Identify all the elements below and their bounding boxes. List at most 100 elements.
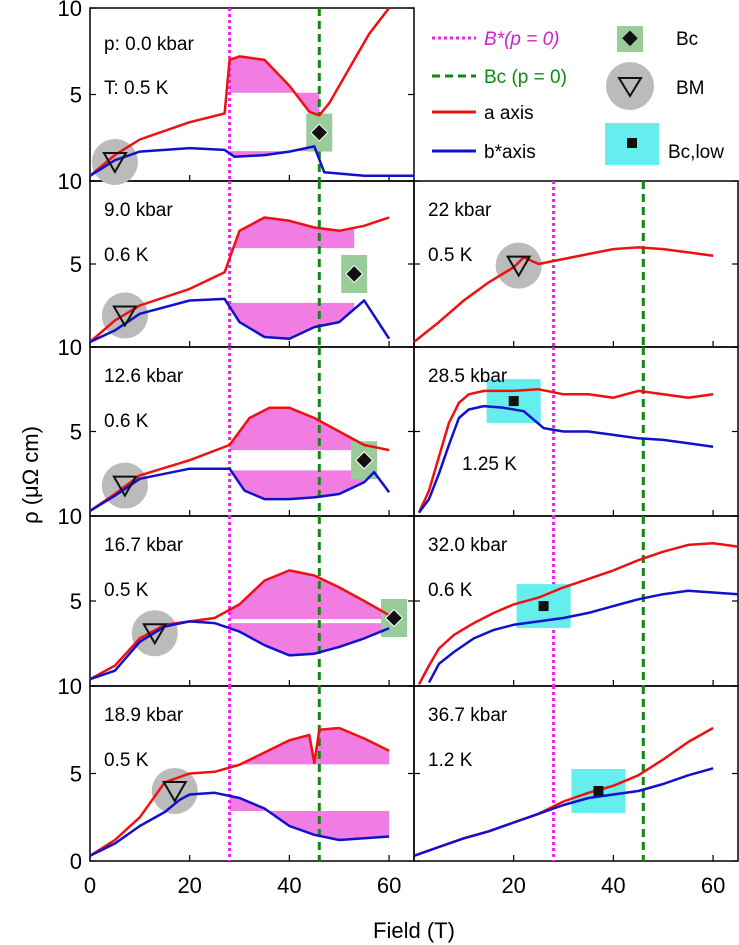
- panel-temperature-label: 0.5 K: [104, 580, 149, 601]
- bm-marker-circle: [91, 138, 138, 185]
- panel-temperature-label: 1.2 K: [428, 750, 473, 771]
- panel-temperature-label: 0.5 K: [428, 245, 473, 266]
- panel-pressure-label: 9.0 kbar: [104, 200, 173, 221]
- series-b-axis: [89, 297, 391, 344]
- x-tick-label-right: 60: [701, 873, 725, 898]
- bm-triangle-marker: [505, 255, 532, 278]
- x-axis-label: Field (T): [373, 918, 455, 943]
- x-tick-labels-right: 20 40 60: [501, 873, 725, 898]
- series-b-axis: [89, 145, 414, 178]
- legend-bc-low-label: Bc,low: [668, 142, 724, 163]
- series-b-axis: [427, 589, 739, 684]
- legend-bc-line-label: Bc (p = 0): [484, 67, 567, 88]
- panel-pressure-label: 12.6 kbar: [104, 366, 184, 387]
- panel-pressure-label: 36.7 kbar: [428, 705, 508, 726]
- legend-bm-triangle-icon: [617, 77, 643, 98]
- x-tick-label-right: 40: [601, 873, 625, 898]
- bm-marker-circle: [495, 242, 542, 289]
- panel-left-4: 5 10 16.7 kbar 0.5 K: [58, 504, 414, 687]
- shaded-region-upper: [229, 217, 355, 259]
- legend-bc-label: Bc: [676, 29, 698, 50]
- x-tick-label-left: 60: [377, 873, 401, 898]
- series-b-axis: [413, 767, 714, 857]
- legend-bm-label: BM: [676, 78, 705, 99]
- y-tick-label: 10: [58, 0, 82, 21]
- panel-right-2: 22 kbar 0.5 K: [413, 180, 738, 348]
- panels-layer: 5 10 p: 0.0 kbar T: 0.5 K 5 10 9.0 kbar 0.6 K 5 1…: [58, 0, 739, 874]
- y-tick-label: 10: [58, 169, 82, 194]
- legend: B*(p = 0) Bc (p = 0) a axis b*axis Bc BM…: [432, 26, 724, 165]
- series-a-axis: [89, 569, 395, 681]
- y-tick-label: 5: [70, 252, 82, 277]
- series-b-axis: [89, 791, 390, 857]
- y-axis-label: ρ (μΩ cm): [18, 426, 43, 524]
- series-b-axis: [417, 404, 714, 514]
- y-tick-label: 0: [70, 849, 82, 874]
- bm-triangle-marker: [112, 305, 138, 328]
- x-tick-label-left: 40: [277, 873, 301, 898]
- bm-triangle-marker: [112, 475, 138, 498]
- bc-low-square-marker: [508, 396, 519, 407]
- bm-triangle-marker: [142, 623, 168, 646]
- legend-bm-circle-swatch: [606, 62, 654, 110]
- bm-marker-circle: [151, 768, 198, 814]
- shaded-region-upper: [229, 407, 365, 451]
- bc-low-square-marker: [538, 601, 549, 612]
- panel-right-3: 28.5 kbar 1.25 K: [413, 346, 738, 517]
- panel-right-5: 36.7 kbar 1.2 K: [413, 685, 738, 862]
- shaded-region-lower: [229, 468, 365, 500]
- series-a-axis: [89, 7, 391, 177]
- bc-diamond-marker: [344, 264, 364, 284]
- y-tick-label: 5: [70, 83, 82, 108]
- bc-diamond-marker: [384, 608, 404, 628]
- panel-left-2: 5 10 9.0 kbar 0.6 K: [58, 169, 414, 348]
- panel-pressure-label: 28.5 kbar: [428, 366, 508, 387]
- y-tick-label: 5: [70, 589, 82, 614]
- x-tick-labels-left: 0 20 40 60: [84, 873, 401, 898]
- x-tick-label-left: 20: [177, 873, 201, 898]
- panel-right-4: 32.0 kbar 0.6 K: [413, 515, 739, 687]
- y-tick-label: 10: [58, 504, 82, 529]
- legend-b-axis-label: b*axis: [484, 142, 536, 163]
- shaded-region-upper: [229, 56, 320, 116]
- y-tick-label: 5: [70, 420, 82, 445]
- panel-left-1: 5 10 p: 0.0 kbar T: 0.5 K: [58, 0, 414, 185]
- series-a-axis: [417, 388, 714, 514]
- y-tick-label: 10: [58, 335, 82, 360]
- series-a-axis: [413, 246, 714, 343]
- y-tick-label: 10: [58, 674, 82, 699]
- panel-pressure-label: 18.9 kbar: [104, 705, 184, 726]
- panel-temperature-label: 0.6 K: [428, 580, 473, 601]
- legend-bc-low-square-icon: [627, 138, 637, 148]
- shaded-region-upper: [229, 728, 390, 768]
- panel-pressure-label: 22 kbar: [428, 200, 492, 221]
- series-a-axis: [89, 726, 390, 857]
- series-b-axis: [89, 467, 391, 512]
- shaded-region-upper: [229, 570, 395, 620]
- panel-left-3: 5 10 12.6 kbar 0.6 K: [58, 335, 414, 517]
- series-a-axis: [417, 541, 739, 685]
- series-b-axis: [89, 620, 390, 681]
- panel-temperature-label: T: 0.5 K: [104, 78, 169, 99]
- x-tick-label-left: 0: [84, 873, 96, 898]
- series-a-axis: [413, 726, 714, 857]
- bm-triangle-marker: [102, 151, 128, 174]
- panel-temperature-label: 0.6 K: [104, 245, 149, 266]
- panel-pressure-label: 32.0 kbar: [428, 535, 508, 556]
- panel-temperature-label: 0.6 K: [104, 411, 149, 432]
- bc-diamond-marker: [310, 123, 329, 142]
- panel-pressure-label: p: 0.0 kbar: [104, 34, 194, 55]
- legend-a-axis-label: a axis: [484, 103, 534, 124]
- bm-triangle-marker: [162, 781, 188, 803]
- panel-pressure-label: 16.7 kbar: [104, 535, 184, 556]
- shaded-region-lower: [229, 302, 355, 339]
- panel-left-5: 0 5 10 18.9 kbar 0.5 K: [58, 674, 414, 874]
- shaded-region-lower: [229, 795, 390, 840]
- panel-temperature-label: 1.25 K: [462, 454, 517, 475]
- legend-bstar-label: B*(p = 0): [484, 29, 560, 50]
- panel-temperature-label: 0.5 K: [104, 750, 149, 771]
- bc-low-square-marker: [593, 786, 604, 796]
- bc-diamond-marker: [354, 451, 374, 470]
- x-tick-label-right: 20: [501, 873, 525, 898]
